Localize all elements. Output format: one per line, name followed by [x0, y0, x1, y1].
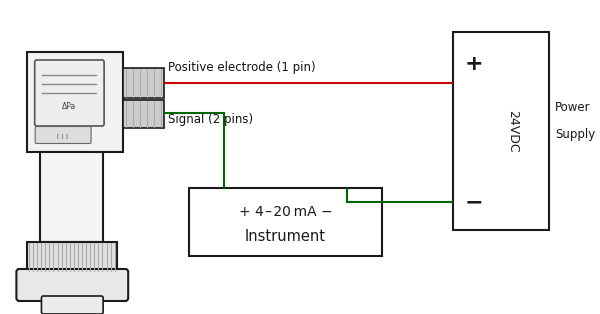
Text: +: + [465, 54, 484, 74]
Text: + 4 – 20 mA −: + 4 – 20 mA − [239, 205, 332, 219]
Text: Signal (2 pins): Signal (2 pins) [168, 113, 253, 127]
Text: Instrument: Instrument [245, 230, 326, 245]
Bar [27, 52, 124, 152]
Bar [453, 32, 550, 230]
Text: Positive electrode (1 pin): Positive electrode (1 pin) [168, 62, 316, 74]
Text: Power: Power [555, 101, 591, 114]
FancyBboxPatch shape [35, 127, 91, 143]
Bar [124, 100, 164, 128]
Text: [ | ]: [ | ] [57, 133, 68, 139]
Bar [27, 242, 116, 272]
Bar [124, 68, 164, 98]
Bar [189, 188, 382, 256]
Text: 24VDC: 24VDC [506, 110, 520, 152]
Text: ΔPa: ΔPa [62, 102, 77, 111]
FancyBboxPatch shape [41, 296, 103, 314]
FancyBboxPatch shape [35, 60, 104, 126]
Text: Supply: Supply [555, 128, 595, 142]
Text: −: − [465, 192, 484, 212]
FancyBboxPatch shape [16, 269, 128, 301]
Bar [40, 152, 103, 242]
